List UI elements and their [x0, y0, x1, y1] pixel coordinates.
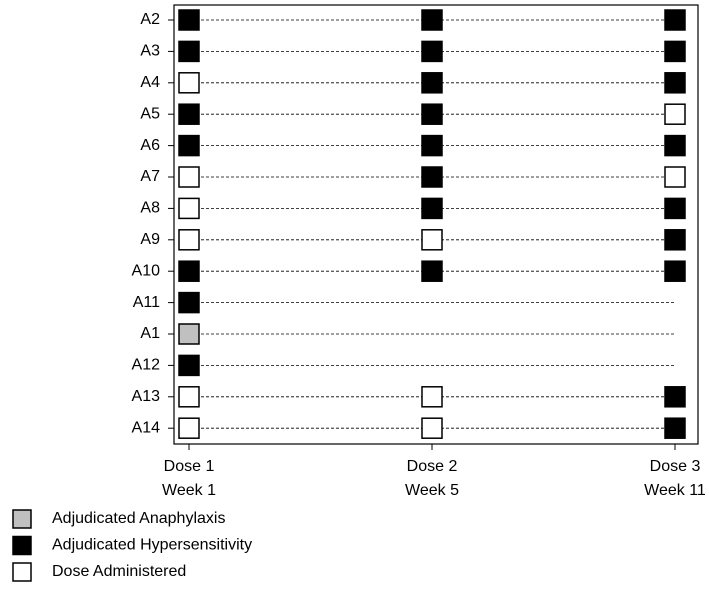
legend-label: Adjudicated Hypersensitivity — [52, 537, 252, 554]
y-tick-label: A12 — [132, 357, 161, 374]
y-tick-label: A9 — [140, 231, 160, 248]
legend-swatch — [12, 562, 32, 582]
dose-marker — [421, 197, 443, 220]
dose-marker — [178, 72, 200, 94]
legend-swatch — [12, 535, 32, 556]
y-tick-label: A1 — [140, 325, 160, 342]
y-tick-label: A11 — [133, 294, 160, 311]
dose-marker — [664, 72, 686, 94]
x-tick-label: Week 11 — [644, 482, 706, 499]
dose-marker — [178, 9, 200, 31]
legend-label: Dose Administered — [52, 563, 186, 580]
dose-marker — [421, 134, 443, 157]
dose-marker — [664, 166, 686, 188]
dose-marker — [421, 229, 443, 251]
y-tick-label: A8 — [140, 200, 160, 217]
dose-marker — [178, 260, 200, 282]
legend-swatch — [12, 509, 32, 529]
x-tick-label: Week 1 — [162, 482, 216, 499]
dose-marker — [664, 386, 686, 408]
dose-marker — [178, 417, 200, 439]
dose-marker — [178, 103, 200, 125]
dose-marker — [664, 197, 686, 220]
dose-marker — [178, 229, 200, 251]
dose-marker — [421, 72, 443, 94]
dose-marker — [178, 323, 200, 345]
y-tick-label: A5 — [140, 105, 160, 122]
dose-marker — [178, 291, 200, 314]
dose-marker — [664, 417, 686, 439]
dose-marker — [664, 103, 686, 125]
dose-marker — [178, 166, 200, 188]
y-tick-label: A4 — [140, 74, 160, 91]
dose-marker — [178, 197, 200, 220]
dose-marker — [421, 103, 443, 125]
dose-marker — [664, 260, 686, 282]
plot-frame — [173, 4, 699, 445]
y-tick-label: A3 — [140, 43, 160, 60]
dose-marker — [664, 9, 686, 31]
x-tick-label: Week 5 — [405, 482, 459, 499]
y-tick-label: A10 — [132, 262, 161, 279]
dose-marker — [664, 229, 686, 251]
dose-marker — [421, 40, 443, 63]
y-tick-label: A14 — [132, 419, 161, 436]
dose-marker — [421, 386, 443, 408]
y-tick-label: A7 — [140, 168, 160, 185]
y-tick-label: A6 — [140, 137, 160, 154]
dose-marker — [421, 417, 443, 439]
dose-marker — [178, 134, 200, 157]
legend-label: Adjudicated Anaphylaxis — [52, 510, 225, 527]
dose-marker — [421, 166, 443, 188]
dose-marker — [664, 134, 686, 157]
dose-marker — [664, 40, 686, 63]
x-tick-label: Dose 3 — [650, 458, 701, 475]
x-tick-label: Dose 2 — [407, 458, 458, 475]
y-tick-label: A13 — [132, 388, 161, 405]
x-tick-label: Dose 1 — [164, 458, 215, 475]
dose-marker — [178, 40, 200, 63]
dose-marker — [421, 260, 443, 282]
dose-marker — [178, 386, 200, 408]
dose-marker — [421, 9, 443, 31]
y-tick-label: A2 — [140, 11, 160, 28]
dose-marker — [178, 354, 200, 377]
